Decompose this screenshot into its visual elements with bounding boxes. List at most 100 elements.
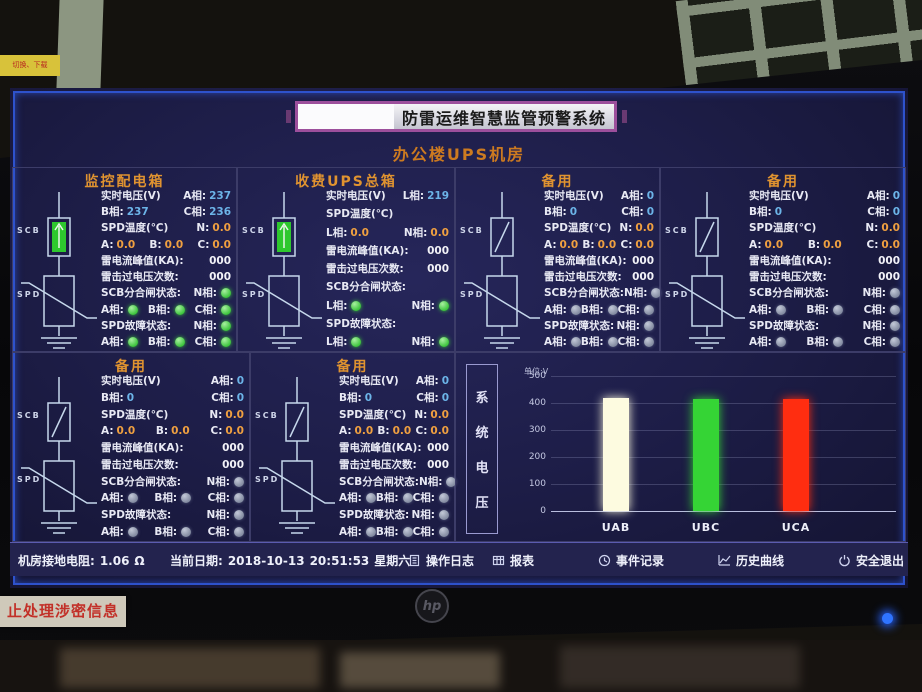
temp-row-2: L相: 0.0 N相: 0.0 (326, 226, 449, 240)
temp-c-value: 0.0 (212, 238, 231, 251)
strike-count-value: 000 (222, 458, 244, 471)
temp-n-value: 0.0 (212, 222, 231, 235)
spd-n-indicator (890, 320, 900, 331)
scb-n-indicator (446, 476, 457, 487)
spd-c-indicator (234, 526, 244, 537)
panel-spare-4: 备用 SCB SPD (250, 352, 457, 542)
phase-b-voltage: 0 (364, 391, 373, 404)
history-curve-button[interactable]: 历史曲线 (718, 552, 784, 569)
spd-n-indicator (439, 510, 449, 521)
spd-c-label: C相: (412, 525, 435, 538)
scb-a-label: A相: (339, 492, 362, 505)
phase-c-voltage: 0 (646, 206, 654, 219)
spd-fault-row: SPD故障状态: N相: (544, 319, 654, 333)
y-axis-tick-label: 0 (540, 506, 546, 516)
phase-b-label: B相: (101, 206, 124, 219)
spd-fault-label: SPD故障状态: (339, 509, 410, 522)
temp-a-value: 0.0 (116, 425, 136, 438)
strike-count-label: 雷击过电压次数: (339, 458, 417, 471)
temp-l-label: L相: (326, 226, 348, 239)
voltage-row-2: B相: 0 C相: 0 (339, 391, 449, 405)
hp-logo: hp (415, 589, 449, 623)
spd-b-indicator (833, 336, 844, 347)
peak-current-label: 雷电流峰值(KA): (749, 254, 832, 267)
temp-n-value: 0.0 (430, 226, 449, 239)
scb-n-indicator (890, 288, 900, 299)
scb-c-label: C相: (412, 492, 435, 505)
desk-area (0, 640, 922, 692)
spd-fault-row: SPD故障状态: (326, 317, 449, 331)
peak-current-value: 000 (632, 254, 654, 267)
scb-state-row-2: A相: B相: C相: (101, 491, 244, 505)
scb-n-label: N相: (411, 299, 436, 312)
ground-resistance: 机房接地电阻: 1.06 Ω (18, 552, 145, 569)
scb-n-label: N相: (862, 287, 887, 300)
scb-state-label: SCB分合闸状态: (326, 281, 406, 294)
phase-c-label: C相: (211, 391, 234, 404)
chart-vertical-title: 系统电压 (466, 364, 498, 534)
scb-label: SCB (17, 411, 41, 420)
peak-current-value: 000 (878, 254, 900, 267)
temp-label: SPD温度(℃) (101, 222, 169, 235)
scb-state-label: SCB分合闸状态: (101, 287, 181, 300)
phase-c-label: C相: (183, 206, 207, 219)
spd-c-indicator (221, 336, 231, 347)
strike-count-value: 000 (427, 263, 449, 275)
spd-label: SPD (460, 290, 485, 299)
chart-unit-label: 单位:V (524, 367, 549, 376)
panel-title: 备用 (115, 359, 147, 375)
temp-n-value: 0.0 (430, 408, 449, 421)
voltage-label: 实时电压(V) (749, 190, 809, 202)
peak-current-row: 雷电流峰值(KA): 000 (544, 254, 654, 268)
temp-b-label: B: (582, 238, 595, 251)
scb-label: SCB (460, 226, 484, 235)
panel-spare-2: 备用 SCB SPD (660, 167, 906, 352)
phase-c-voltage: 236 (209, 206, 231, 219)
voltage-row: 实时电压(V) A相: 0 (749, 189, 900, 203)
scb-c-label: C相: (863, 303, 886, 316)
spd-n-label: N相: (411, 509, 436, 522)
event-records-button[interactable]: 事件记录 (598, 552, 664, 569)
y-axis-tick-label: 100 (528, 479, 546, 489)
spd-label: SPD (17, 475, 42, 484)
spd-n-indicator (439, 337, 449, 347)
y-axis-tick-label: 400 (528, 398, 546, 408)
spd-fault-label: SPD故障状态: (101, 319, 172, 332)
safe-exit-button[interactable]: 安全退出 (838, 552, 904, 569)
spd-fault-row-2: L相: N相: (326, 335, 449, 349)
temp-l-value: 0.0 (350, 226, 369, 239)
phase-a-label: A相: (866, 190, 890, 202)
chart-plot: 0 100 200 300 400 500 UAB UBC UCA (516, 353, 900, 541)
date-label: 当前日期: (170, 554, 223, 568)
peak-current-value: 000 (427, 442, 449, 455)
status-bar: 机房接地电阻: 1.06 Ω 当前日期: 2018-10-13 20:51:53… (10, 542, 908, 576)
report-label: 报表 (510, 554, 535, 568)
scb-state-label: SCB分合闸状态: (339, 475, 419, 488)
temp-n-label: N: (865, 222, 879, 235)
scb-b-indicator (174, 304, 185, 315)
voltage-row-2: B相: 0 C相: 0 (749, 205, 900, 219)
scb-c-indicator (644, 304, 654, 315)
phase-c-voltage: 0 (441, 391, 449, 404)
spd-b-label: B相: (154, 525, 178, 538)
temp-c-label: C: (415, 425, 428, 438)
spd-c-label: C相: (207, 525, 230, 538)
phase-b-label: B相: (749, 206, 772, 219)
temp-row: SPD温度(℃) N: 0.0 (101, 408, 244, 422)
circuit-svg (21, 377, 97, 534)
operation-log-button[interactable]: 操作日志 (408, 552, 474, 569)
report-button[interactable]: 报表 (492, 552, 534, 569)
date-value: 2018-10-13 (227, 553, 305, 568)
spd-a-label: A相: (101, 335, 124, 348)
scb-label: SCB (665, 226, 689, 235)
power-led[interactable] (882, 613, 893, 624)
scb-n-label: N相: (206, 475, 231, 488)
spd-c-indicator (890, 336, 900, 347)
peak-current-label: 雷电流峰值(KA): (326, 244, 409, 257)
spd-fault-label: SPD故障状态: (101, 509, 172, 522)
strike-count-value: 000 (427, 458, 449, 471)
scb-a-indicator (365, 493, 376, 504)
peak-current-row: 雷电流峰值(KA): 000 (339, 441, 449, 455)
temp-c-label: C: (866, 238, 879, 251)
strike-count-value: 000 (878, 271, 900, 284)
